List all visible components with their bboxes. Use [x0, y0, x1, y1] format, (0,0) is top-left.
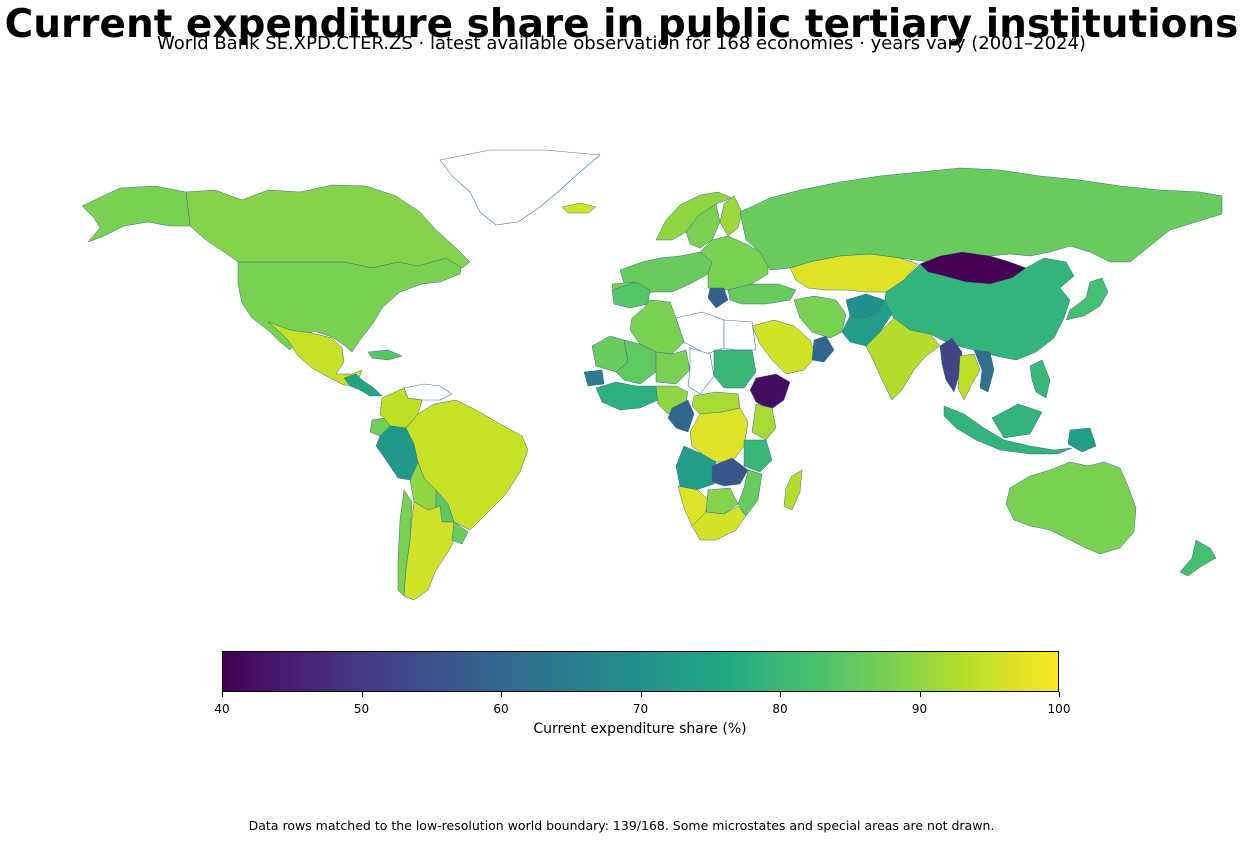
- region-alaska[interactable]: [81, 185, 191, 243]
- region-madagascar[interactable]: [783, 469, 803, 511]
- colorbar-tick-label: 50: [353, 702, 370, 716]
- colorbar-tick-label: 60: [493, 702, 509, 716]
- region-india[interactable]: [865, 317, 941, 401]
- region-chad[interactable]: [687, 347, 715, 395]
- region-vietnam[interactable]: [973, 349, 995, 393]
- colorbar-tick-label: 100: [1047, 702, 1071, 716]
- region-turkey[interactable]: [727, 283, 797, 305]
- region-iceland[interactable]: [561, 202, 597, 214]
- region-argentina[interactable]: [403, 501, 459, 601]
- footnote: Data rows matched to the low-resolution …: [248, 818, 995, 833]
- colorbar-ticks: 40 50 60 70 80 90 100: [0, 692, 1243, 716]
- colorbar-tick-label: 90: [911, 702, 928, 716]
- region-senegal[interactable]: [583, 369, 605, 387]
- region-niger[interactable]: [655, 349, 691, 385]
- colorbar-tick: [361, 692, 363, 697]
- map-subtitle: World Bank SE.XPD.CTER.ZS · latest avail…: [157, 33, 1086, 54]
- region-thailand[interactable]: [957, 353, 981, 401]
- colorbar-tick-label: 70: [632, 702, 649, 716]
- region-philippines[interactable]: [1029, 359, 1051, 399]
- colorbar-tick: [640, 692, 642, 697]
- region-ethiopia[interactable]: [749, 373, 791, 411]
- region-europe-east[interactable]: [699, 235, 769, 291]
- region-mali[interactable]: [615, 339, 657, 385]
- region-saudi-arabia[interactable]: [751, 319, 817, 375]
- colorbar-tick: [501, 692, 502, 697]
- region-south-africa[interactable]: [691, 505, 747, 541]
- region-west-africa-coast[interactable]: [595, 381, 659, 411]
- region-zambia[interactable]: [711, 457, 749, 487]
- colorbar-tick: [780, 692, 781, 697]
- region-egypt[interactable]: [723, 319, 757, 351]
- colorbar: [222, 651, 1059, 692]
- map-title: Current expenditure share in public tert…: [4, 2, 1239, 47]
- region-sudan[interactable]: [713, 349, 757, 389]
- colorbar-tick-label: 80: [772, 702, 788, 716]
- region-oman[interactable]: [811, 335, 835, 363]
- region-indonesia[interactable]: [943, 403, 1073, 455]
- region-venezuela[interactable]: [403, 383, 453, 401]
- region-mexico[interactable]: [267, 321, 363, 387]
- region-australia[interactable]: [1005, 461, 1137, 555]
- colorbar-tick: [1059, 692, 1060, 697]
- colorbar-label: Current expenditure share (%): [533, 721, 747, 737]
- region-botswana[interactable]: [705, 487, 739, 515]
- region-guatemala[interactable]: [343, 373, 383, 397]
- region-cuba[interactable]: [367, 349, 403, 361]
- region-finland[interactable]: [719, 195, 743, 237]
- region-iran[interactable]: [793, 295, 847, 339]
- region-angola[interactable]: [675, 445, 717, 491]
- colorbar-tick-label: 40: [214, 702, 230, 716]
- colorbar-tick: [222, 692, 223, 697]
- region-greece[interactable]: [707, 287, 729, 309]
- region-tanzania[interactable]: [743, 439, 773, 473]
- region-uruguay[interactable]: [451, 521, 469, 545]
- region-kenya[interactable]: [751, 403, 777, 441]
- region-china[interactable]: [883, 257, 1075, 361]
- colorbar-tick: [919, 692, 921, 697]
- region-united-states[interactable]: [237, 257, 463, 353]
- region-greenland[interactable]: [439, 149, 601, 226]
- region-sweden[interactable]: [685, 203, 721, 249]
- region-new-zealand[interactable]: [1179, 539, 1217, 577]
- region-cameroon[interactable]: [667, 399, 695, 433]
- region-pakistan[interactable]: [841, 299, 893, 347]
- region-libya[interactable]: [675, 311, 725, 355]
- region-papua-new-guinea[interactable]: [1067, 427, 1097, 453]
- region-myanmar[interactable]: [939, 337, 963, 393]
- region-canada[interactable]: [185, 184, 471, 269]
- region-japan[interactable]: [1065, 277, 1109, 321]
